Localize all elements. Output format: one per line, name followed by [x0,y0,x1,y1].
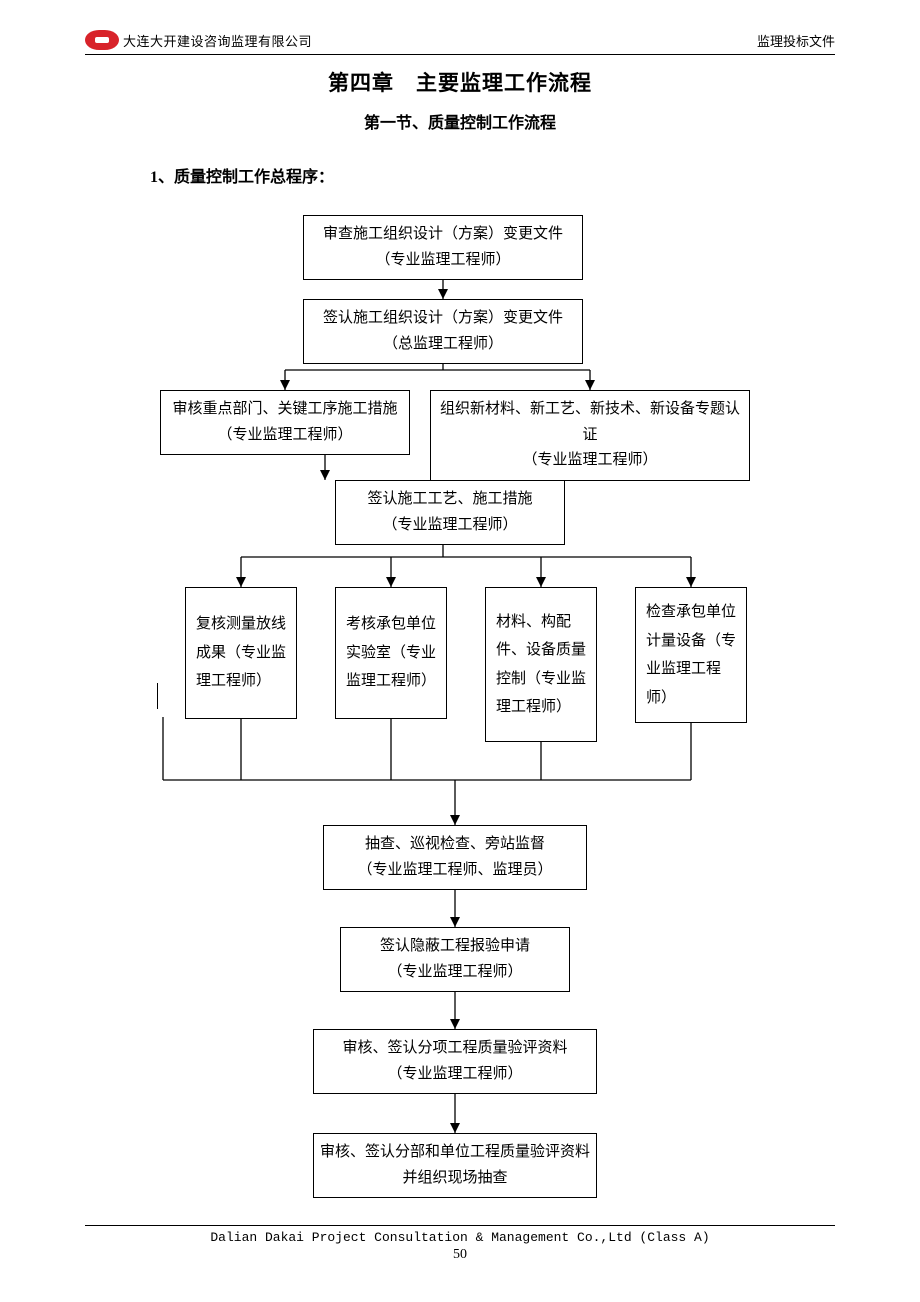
page-header: 大连大开建设咨询监理有限公司 监理投标文件 [85,30,835,55]
flow-node: 检查承包单位计量设备（专业监理工程师） [635,587,747,723]
flow-node: 组织新材料、新工艺、新技术、新设备专题认证（专业监理工程师） [430,390,750,481]
flow-node: 抽查、巡视检查、旁站监督（专业监理工程师、监理员） [323,825,587,890]
flow-node: 复核测量放线成果（专业监理工程师） [185,587,297,719]
flowchart: 审查施工组织设计（方案）变更文件（专业监理工程师） 签认施工组织设计（方案）变更文… [85,215,835,1225]
flow-node: 审核、签认分项工程质量验评资料（专业监理工程师） [313,1029,597,1094]
company-name: 大连大开建设咨询监理有限公司 [123,31,312,50]
flow-node: 审核、签认分部和单位工程质量验评资料并组织现场抽查 [313,1133,597,1198]
flow-node: 材料、构配件、设备质量控制（专业监理工程师） [485,587,597,742]
flow-node: 审查施工组织设计（方案）变更文件（专业监理工程师） [303,215,583,280]
footer-company: Dalian Dakai Project Consultation & Mana… [85,1225,835,1245]
flow-node: 签认隐蔽工程报验申请（专业监理工程师） [340,927,570,992]
flow-node: 考核承包单位实验室（专业监理工程师） [335,587,447,719]
section-title: 第一节、质量控制工作流程 [85,109,835,133]
flow-node: 审核重点部门、关键工序施工措施（专业监理工程师） [160,390,410,455]
document-type: 监理投标文件 [757,31,835,50]
page-number: 50 [85,1247,835,1263]
flow-node: 签认施工工艺、施工措施（专业监理工程师） [335,480,565,545]
company-logo-icon [85,30,119,50]
chapter-title: 第四章 主要监理工作流程 [85,67,835,97]
subsection-title: 1、质量控制工作总程序： [150,163,835,187]
flow-node: 签认施工组织设计（方案）变更文件（总监理工程师） [303,299,583,364]
